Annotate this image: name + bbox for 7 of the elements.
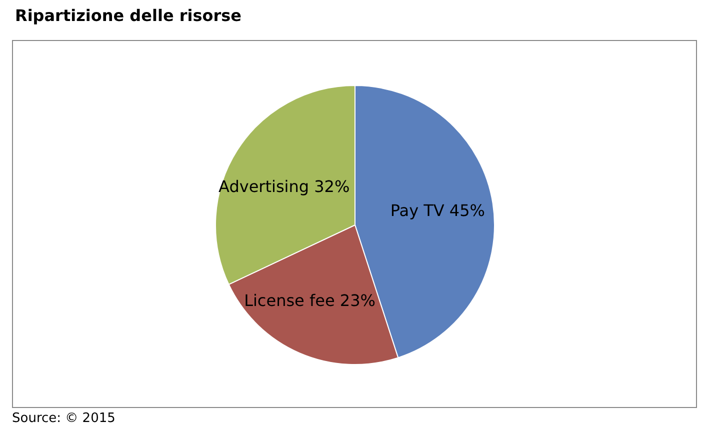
data-label: 45% (449, 201, 485, 220)
slice-label: Pay TV (390, 201, 450, 220)
data-label: 23% (340, 290, 376, 310)
chart-title: Ripartizione delle risorse (15, 6, 242, 25)
source-note: Source: © 2015 (12, 411, 116, 426)
data-label: 32% (314, 176, 350, 196)
slice-label: License fee (244, 290, 340, 310)
